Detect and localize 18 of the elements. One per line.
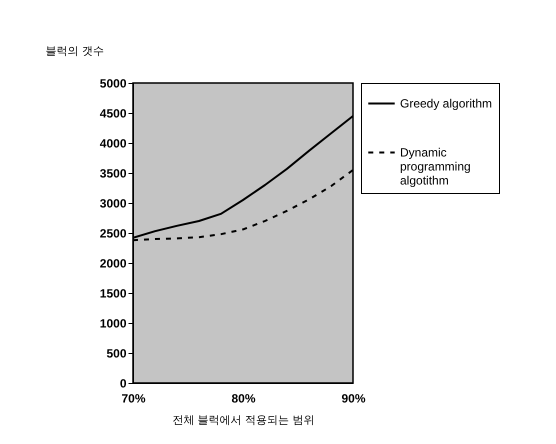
y-tick-label: 4000 xyxy=(100,136,127,150)
x-axis-title: 전체 블럭에서 적용되는 범위 xyxy=(172,414,315,426)
y-tick-label: 2000 xyxy=(100,256,127,270)
y-tick-label: 1000 xyxy=(100,316,127,330)
y-tick-label: 3500 xyxy=(100,166,127,180)
y-tick-label: 4500 xyxy=(100,106,127,120)
y-tick-label: 2500 xyxy=(100,226,127,240)
legend-label: Dynamic programming algotithm xyxy=(400,146,471,188)
y-tick-label: 0 xyxy=(120,376,127,390)
legend-label: Greedy algorithm xyxy=(400,96,492,110)
y-tick-label: 3000 xyxy=(100,196,127,210)
x-tick-label: 90% xyxy=(341,392,366,406)
x-tick-label: 70% xyxy=(121,392,146,406)
x-tick-label: 80% xyxy=(231,392,256,406)
y-tick-label: 1500 xyxy=(100,286,127,300)
y-tick-label: 5000 xyxy=(100,76,127,90)
y-tick-label: 500 xyxy=(106,346,127,360)
y-axis-title: 블럭의 갯수 xyxy=(46,44,104,58)
